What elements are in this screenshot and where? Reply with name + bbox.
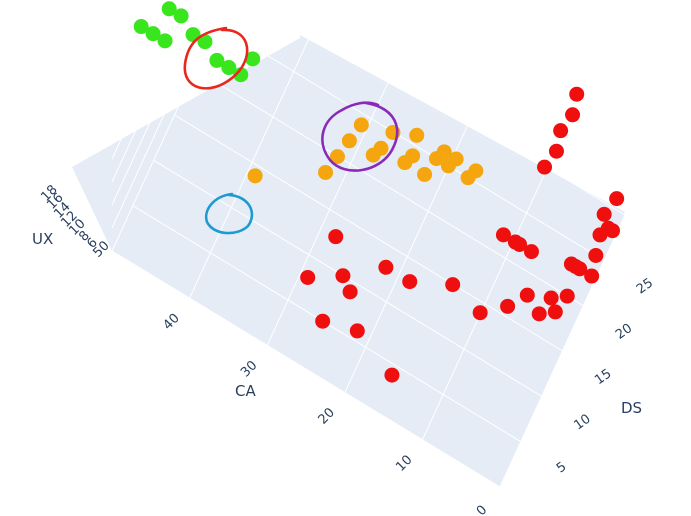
data-point xyxy=(588,247,604,263)
grid-line-wall xyxy=(535,0,626,55)
data-point xyxy=(329,149,345,165)
data-point xyxy=(448,151,464,167)
data-point xyxy=(531,306,547,322)
tick-label-ca: 40 xyxy=(160,311,182,333)
data-point xyxy=(373,140,389,156)
data-point xyxy=(548,143,564,159)
data-point xyxy=(315,313,331,329)
data-point xyxy=(409,127,425,143)
scene-background xyxy=(72,35,625,487)
tick-label-ca: 10 xyxy=(393,452,415,474)
tick-label-ca: 20 xyxy=(316,405,338,427)
data-points xyxy=(133,1,625,383)
data-point xyxy=(500,298,516,314)
data-point xyxy=(417,166,433,182)
data-point xyxy=(197,34,213,50)
grid-line-left-wall xyxy=(111,0,197,183)
grid-line-ds xyxy=(215,23,605,261)
data-point xyxy=(512,236,528,252)
data-point xyxy=(605,223,620,239)
data-point xyxy=(553,123,569,139)
data-point xyxy=(565,107,581,123)
data-point xyxy=(436,144,452,160)
annotations xyxy=(183,26,399,235)
data-point xyxy=(609,191,625,207)
data-point xyxy=(341,133,357,149)
tick-label-ds: 20 xyxy=(613,321,635,343)
data-point xyxy=(405,148,421,164)
data-point xyxy=(173,8,189,24)
grid-line-ds xyxy=(111,250,501,488)
data-point xyxy=(349,323,365,339)
data-point xyxy=(569,86,585,102)
data-point xyxy=(157,33,173,49)
tick-label-ca: 30 xyxy=(238,358,260,380)
grid-line-wall xyxy=(421,0,626,124)
data-point xyxy=(543,290,559,306)
data-point xyxy=(161,1,177,17)
data-point xyxy=(402,274,418,290)
grid-line-wall xyxy=(459,0,626,101)
grid-line-left-wall xyxy=(111,0,218,229)
tick-label-ca: 0 xyxy=(474,503,490,516)
data-point xyxy=(445,277,461,293)
grid-line-left-wall xyxy=(111,0,186,160)
data-point xyxy=(468,163,484,179)
tick-label-ds: 10 xyxy=(571,412,593,434)
grid-lines xyxy=(111,0,626,488)
tick-label-ds: 5 xyxy=(554,459,569,476)
data-point xyxy=(133,19,149,35)
grid-line-left-wall xyxy=(111,0,176,137)
data-point xyxy=(328,229,344,245)
grid-line-ds xyxy=(195,69,584,307)
data-point xyxy=(378,259,394,275)
data-point xyxy=(559,288,575,304)
data-point xyxy=(523,244,539,260)
left-wall-plane xyxy=(72,38,300,251)
grid-line-wall xyxy=(384,0,626,147)
axis-title-ca: CA xyxy=(235,382,256,400)
data-point xyxy=(537,159,553,175)
data-point xyxy=(318,164,334,180)
data-point xyxy=(472,305,488,321)
data-point xyxy=(221,60,237,76)
axis-title-ds: DS xyxy=(621,399,642,417)
data-point xyxy=(384,367,400,383)
tick-label-ds: 25 xyxy=(634,276,656,298)
data-point xyxy=(342,284,358,300)
axis-title-ux: UX xyxy=(32,230,53,248)
data-point xyxy=(572,261,588,277)
data-point xyxy=(353,117,369,133)
data-point xyxy=(245,51,261,67)
annotation-circle xyxy=(204,192,254,235)
grid-line-left-wall xyxy=(111,0,165,114)
data-point xyxy=(495,227,511,243)
tick-label-ds: 15 xyxy=(592,366,614,388)
data-point xyxy=(233,67,249,83)
axis-titles: UX CA DS xyxy=(32,230,642,417)
data-point xyxy=(596,206,612,222)
data-point xyxy=(335,268,351,284)
grid-line-left-wall xyxy=(111,0,154,91)
data-point xyxy=(247,168,263,184)
data-point xyxy=(300,269,316,285)
grid-line-wall xyxy=(497,0,626,78)
data-point xyxy=(209,52,225,68)
annotation-circle xyxy=(183,26,249,90)
grid-line-ds xyxy=(270,0,626,216)
floor-plane xyxy=(112,38,625,487)
annotation-circle xyxy=(321,101,399,172)
data-point xyxy=(547,304,563,320)
data-point xyxy=(584,268,600,284)
data-point xyxy=(519,287,535,303)
grid-line-left-wall xyxy=(111,0,207,206)
data-point xyxy=(145,26,161,42)
grid-line-ds xyxy=(174,114,563,352)
